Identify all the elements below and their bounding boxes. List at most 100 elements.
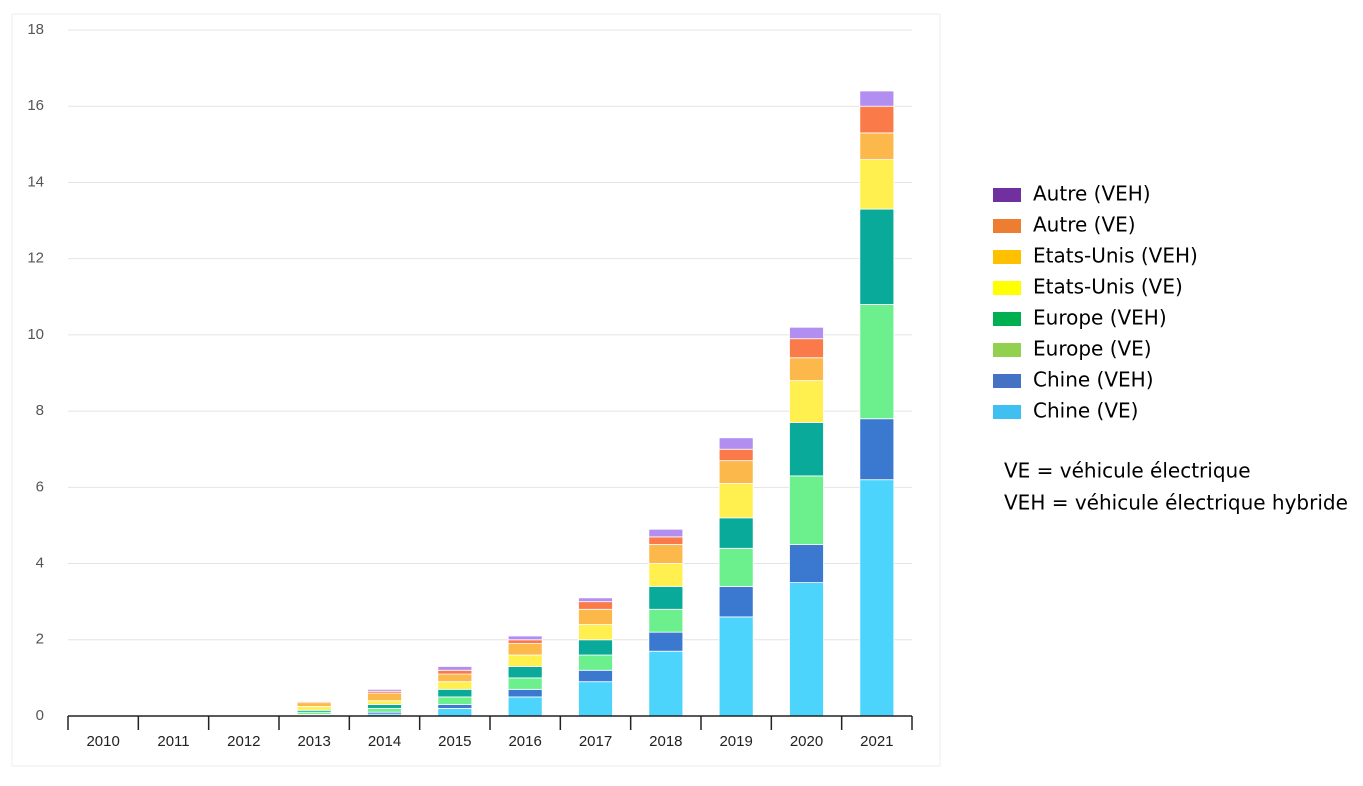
bar-segment	[859, 418, 895, 481]
x-tick-label: 2013	[297, 733, 330, 750]
bar-segment	[507, 643, 543, 656]
bar-segment	[437, 673, 473, 683]
bar-segment	[859, 105, 895, 134]
bar-segment	[578, 639, 613, 656]
legend-swatch	[993, 281, 1021, 295]
bar-segment	[367, 707, 402, 713]
legend-swatch	[993, 343, 1021, 357]
bar-segment	[718, 483, 754, 519]
x-tick-label: 2020	[790, 733, 823, 750]
bar-segment	[789, 326, 824, 340]
legend-label: Chine (VEH)	[1033, 368, 1154, 392]
y-tick-label: 14	[27, 173, 44, 190]
bar-segment	[507, 635, 543, 641]
bar-segment	[789, 544, 824, 584]
bar-segment	[507, 639, 543, 644]
bar-segment	[367, 692, 402, 702]
bar-segment	[578, 597, 613, 603]
legend-label: Etats-Unis (VEH)	[1033, 244, 1198, 268]
bar-segment	[437, 669, 473, 675]
bar-segment	[789, 475, 824, 545]
legend-swatch	[993, 219, 1021, 233]
x-tick-label: 2018	[649, 733, 682, 750]
note: VEH = véhicule électrique hybride	[1004, 491, 1348, 515]
bar-segment	[648, 608, 684, 633]
bar-segment	[859, 159, 895, 210]
x-tick-label: 2019	[719, 733, 752, 750]
y-tick-label: 2	[36, 631, 44, 648]
note: VE = véhicule électrique	[1004, 459, 1251, 483]
bar-segment	[789, 338, 824, 359]
bar-segment	[648, 536, 684, 545]
bar-segment	[718, 460, 754, 484]
y-tick-label: 8	[36, 402, 44, 419]
legend-swatch	[993, 405, 1021, 419]
bar-segment	[718, 448, 754, 462]
bar-segment	[859, 132, 895, 160]
bar-segment	[648, 544, 684, 564]
legend-swatch	[993, 374, 1021, 388]
bar-segment	[578, 669, 613, 683]
bar-segment	[648, 563, 684, 587]
bar-segment	[437, 666, 473, 671]
y-tick-label: 10	[27, 326, 44, 343]
bar-segment	[648, 586, 684, 610]
bar-segment	[296, 706, 332, 711]
bar-segment	[437, 688, 473, 698]
y-tick-label: 0	[36, 707, 44, 724]
y-tick-label: 16	[27, 97, 44, 114]
bar-segment	[648, 631, 684, 652]
bar-segment	[437, 704, 473, 709]
bar-segment	[789, 357, 824, 382]
bar-segment	[296, 702, 332, 707]
bar-segment	[578, 624, 613, 641]
bar-segment	[718, 437, 754, 450]
bar-segment	[578, 608, 613, 625]
legend-swatch	[993, 188, 1021, 202]
legend-swatch	[993, 250, 1021, 264]
bar-segment	[789, 380, 824, 423]
bar-segment	[859, 479, 895, 717]
legend-label: Europe (VEH)	[1033, 306, 1167, 330]
bar-segment	[859, 90, 895, 107]
legend-label: Etats-Unis (VE)	[1033, 275, 1183, 299]
x-tick-label: 2016	[508, 733, 541, 750]
legend-swatch	[993, 312, 1021, 326]
bar-segment	[437, 707, 473, 717]
bar-segment	[296, 700, 332, 702]
bar-segment	[578, 654, 613, 671]
legend-label: Autre (VEH)	[1033, 182, 1151, 206]
bar-segment	[648, 650, 684, 717]
bar-segment	[859, 303, 895, 420]
x-tick-label: 2021	[860, 733, 893, 750]
legend-label: Autre (VE)	[1033, 213, 1136, 237]
y-tick-label: 4	[36, 555, 44, 572]
bar-segment	[718, 517, 754, 549]
bar-segment	[718, 586, 754, 618]
bar-segment	[437, 696, 473, 705]
bar-segment	[859, 208, 895, 305]
bar-segment	[578, 601, 613, 610]
legend-label: Europe (VE)	[1033, 337, 1152, 361]
bar-segment	[507, 696, 543, 717]
y-tick-label: 18	[27, 21, 44, 38]
x-tick-label: 2010	[86, 733, 119, 750]
x-tick-label: 2015	[438, 733, 471, 750]
bar-segment	[507, 654, 543, 667]
bar-segment	[437, 681, 473, 690]
legend-label: Chine (VE)	[1033, 399, 1138, 423]
bar-segment	[789, 582, 824, 717]
x-tick-label: 2014	[368, 733, 401, 750]
bar-segment	[789, 422, 824, 477]
bar-segment	[367, 688, 402, 692]
bar-segment	[578, 681, 613, 717]
x-tick-label: 2012	[227, 733, 260, 750]
bar-segment	[718, 547, 754, 587]
bar-segment	[718, 616, 754, 717]
bar-segment	[507, 666, 543, 679]
x-tick-label: 2017	[579, 733, 612, 750]
bar-segment	[507, 677, 543, 690]
y-tick-label: 6	[36, 478, 44, 495]
bar-segment	[367, 700, 402, 705]
